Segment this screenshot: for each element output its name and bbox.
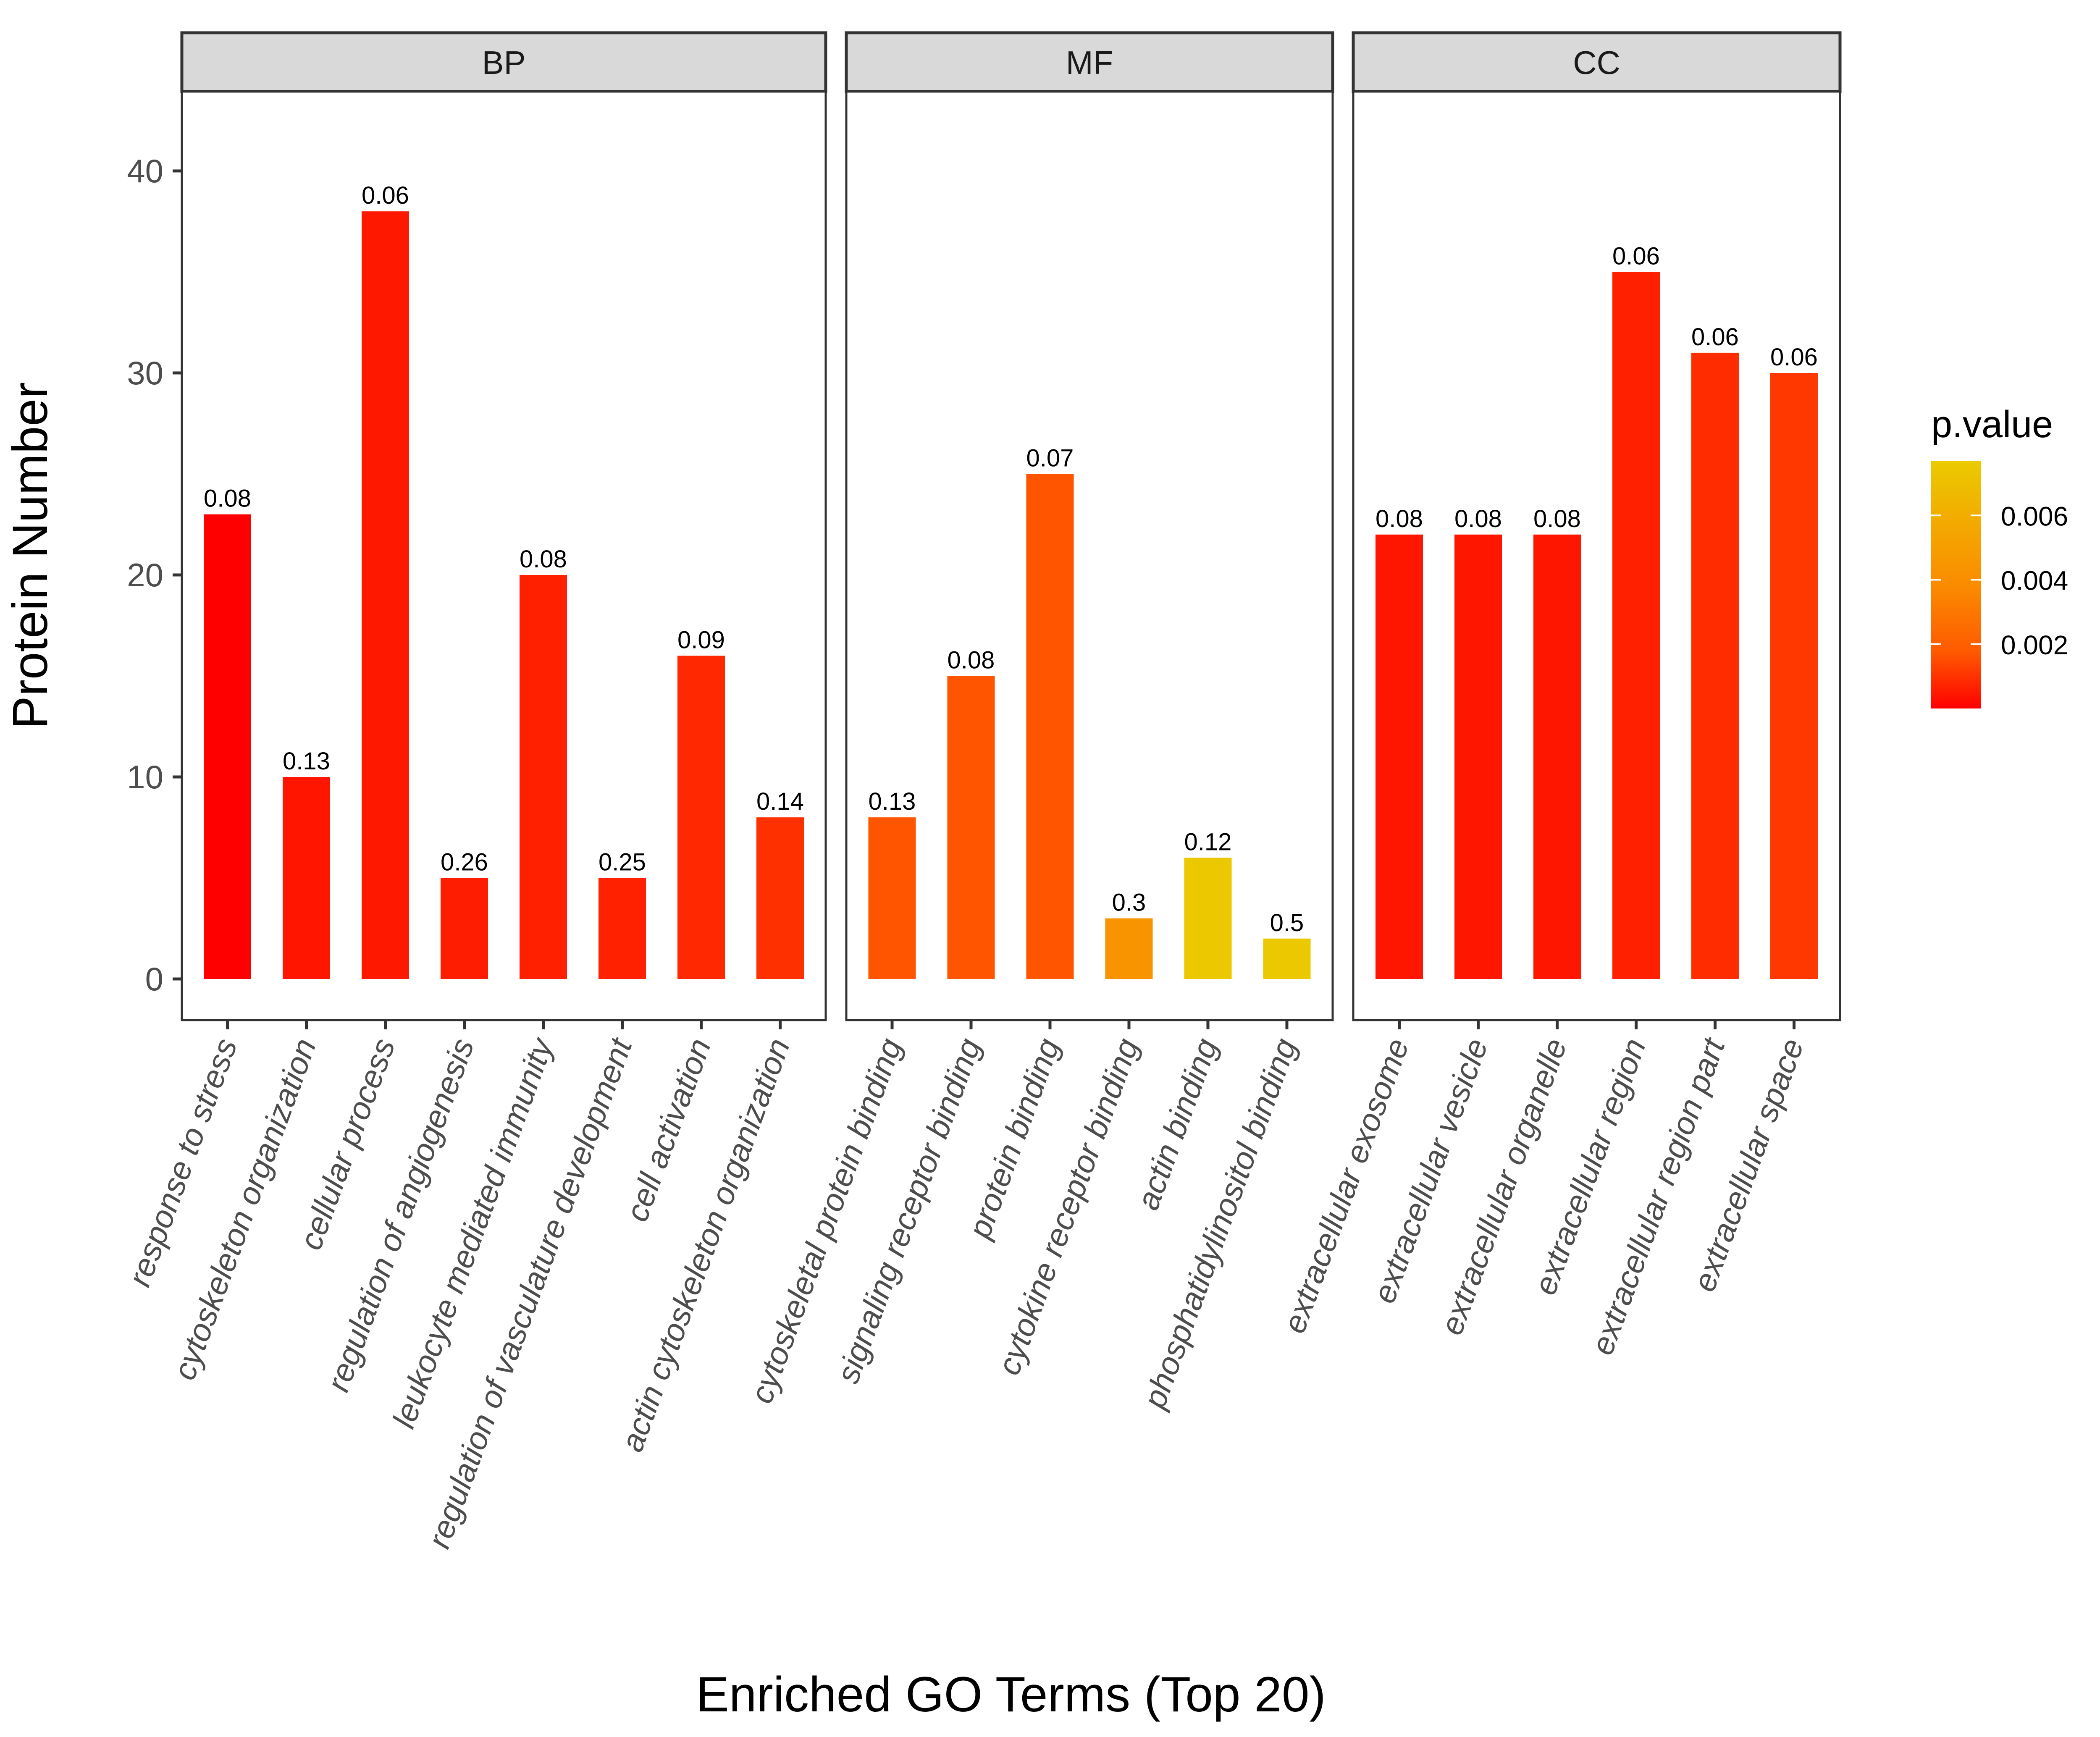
x-tick-label: phosphatidylinositol binding xyxy=(1136,1034,1303,1414)
bar xyxy=(1770,373,1818,979)
y-axis: 0 10 20 30 40 xyxy=(127,152,182,997)
bar-value-label: 0.08 xyxy=(1533,505,1581,533)
panel-border xyxy=(845,90,1334,1021)
bar xyxy=(598,878,646,979)
bar xyxy=(1612,272,1660,979)
bar xyxy=(1533,534,1581,979)
bar-value-label: 0.5 xyxy=(1270,909,1304,937)
x-tick-label: signaling receptor binding xyxy=(830,1034,988,1388)
legend-title: p.value xyxy=(1931,404,2053,446)
bar-value-label: 0.13 xyxy=(283,748,330,775)
facet-strip-label: MF xyxy=(1066,44,1113,81)
bar xyxy=(520,575,567,979)
bar-value-label: 0.07 xyxy=(1026,445,1074,472)
bar xyxy=(1454,534,1502,979)
bar-value-label: 0.08 xyxy=(520,546,567,573)
bar-value-label: 0.13 xyxy=(869,788,916,815)
bar xyxy=(441,878,488,979)
legend-tick-label: 0.002 xyxy=(2001,630,2068,660)
x-axis-title: Enriched GO Terms (Top 20) xyxy=(696,1667,1326,1722)
bar-value-label: 0.12 xyxy=(1184,828,1232,855)
bar xyxy=(1691,352,1739,979)
y-tick-label: 10 xyxy=(127,758,163,795)
bar xyxy=(868,817,916,979)
bar-value-label: 0.06 xyxy=(1612,243,1660,270)
bar-value-label: 0.3 xyxy=(1112,889,1146,916)
legend-tick-label: 0.006 xyxy=(2001,501,2068,531)
bar-value-label: 0.06 xyxy=(362,182,409,209)
bar xyxy=(1376,534,1423,979)
bar-value-label: 0.08 xyxy=(204,485,251,512)
y-axis-title: Protein Number xyxy=(3,382,58,729)
bar-value-label: 0.06 xyxy=(1691,323,1739,351)
x-tick-label: cell activation xyxy=(619,1034,718,1226)
bar-value-label: 0.08 xyxy=(1376,505,1423,533)
y-tick-label: 40 xyxy=(127,152,163,189)
legend-ticks: 0.002 0.004 0.006 xyxy=(1931,501,2068,660)
bar xyxy=(204,514,251,979)
y-tick-label: 30 xyxy=(127,354,163,391)
bar xyxy=(283,777,330,979)
bar xyxy=(677,656,725,979)
bar xyxy=(947,676,995,979)
y-tick-label: 20 xyxy=(127,556,163,593)
bar-value-label: 0.26 xyxy=(441,849,488,876)
bar xyxy=(756,817,804,979)
facet-strip-label: CC xyxy=(1573,44,1620,81)
p-value-legend: p.value 0.002 0.004 0.006 xyxy=(1931,404,2068,708)
bar-value-label: 0.08 xyxy=(948,647,995,674)
bar xyxy=(1026,474,1074,979)
panel-border xyxy=(181,90,827,1021)
bar-value-label: 0.25 xyxy=(598,849,646,876)
legend-tick-label: 0.004 xyxy=(2001,566,2068,596)
bar xyxy=(362,211,409,979)
bar xyxy=(1184,858,1232,979)
x-tick-label: regulation of angiogenesis xyxy=(320,1034,481,1396)
bar-value-label: 0.08 xyxy=(1454,505,1502,533)
bar-value-label: 0.14 xyxy=(756,788,804,815)
bar-value-label: 0.09 xyxy=(677,626,725,653)
x-tick-label: actin binding xyxy=(1130,1034,1225,1215)
facet-strip xyxy=(1352,31,1842,93)
legend-colorbar xyxy=(1931,461,1981,708)
bar-value-label: 0.06 xyxy=(1770,344,1818,371)
facet-strip-label: BP xyxy=(482,44,525,81)
bar xyxy=(1105,918,1153,979)
y-tick-label: 0 xyxy=(145,960,163,997)
x-tick-label: cytoskeleton organization xyxy=(166,1034,323,1385)
bar xyxy=(1263,938,1311,979)
panel-border xyxy=(1352,90,1841,1021)
facet-strip xyxy=(180,31,827,93)
